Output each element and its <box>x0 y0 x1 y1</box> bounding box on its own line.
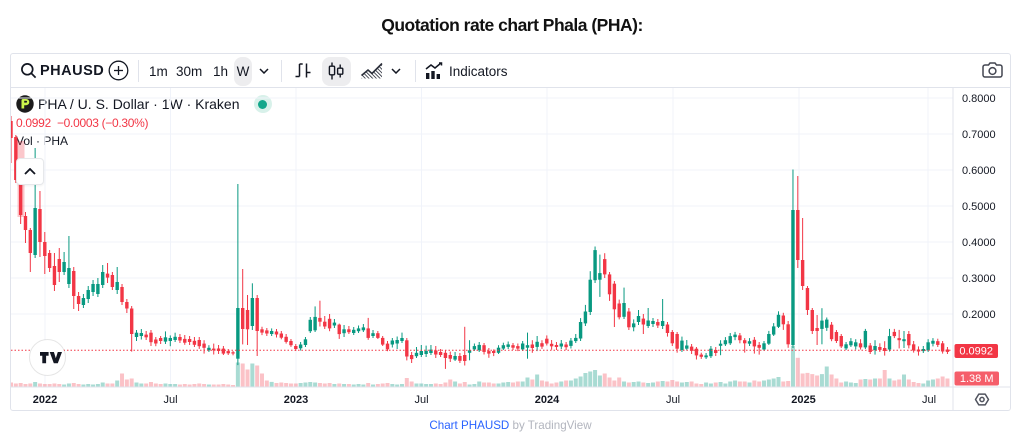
svg-text:0.2000: 0.2000 <box>962 309 996 321</box>
svg-text:0.0992: 0.0992 <box>959 346 993 358</box>
svg-text:2023: 2023 <box>284 394 308 406</box>
svg-text:Jul: Jul <box>414 394 428 406</box>
svg-text:0.5000: 0.5000 <box>962 201 996 213</box>
svg-text:0.3000: 0.3000 <box>962 273 996 285</box>
svg-text:0.4000: 0.4000 <box>962 237 996 249</box>
svg-text:0.7000: 0.7000 <box>962 129 996 141</box>
svg-text:2024: 2024 <box>535 394 560 406</box>
svg-text:2025: 2025 <box>791 394 815 406</box>
svg-text:0.8000: 0.8000 <box>962 93 996 105</box>
svg-text:Jul: Jul <box>666 394 680 406</box>
svg-text:2022: 2022 <box>33 394 57 406</box>
svg-text:Jul: Jul <box>922 394 936 406</box>
svg-text:0.6000: 0.6000 <box>962 165 996 177</box>
svg-text:Jul: Jul <box>163 394 177 406</box>
svg-text:1.38 M: 1.38 M <box>960 373 994 385</box>
